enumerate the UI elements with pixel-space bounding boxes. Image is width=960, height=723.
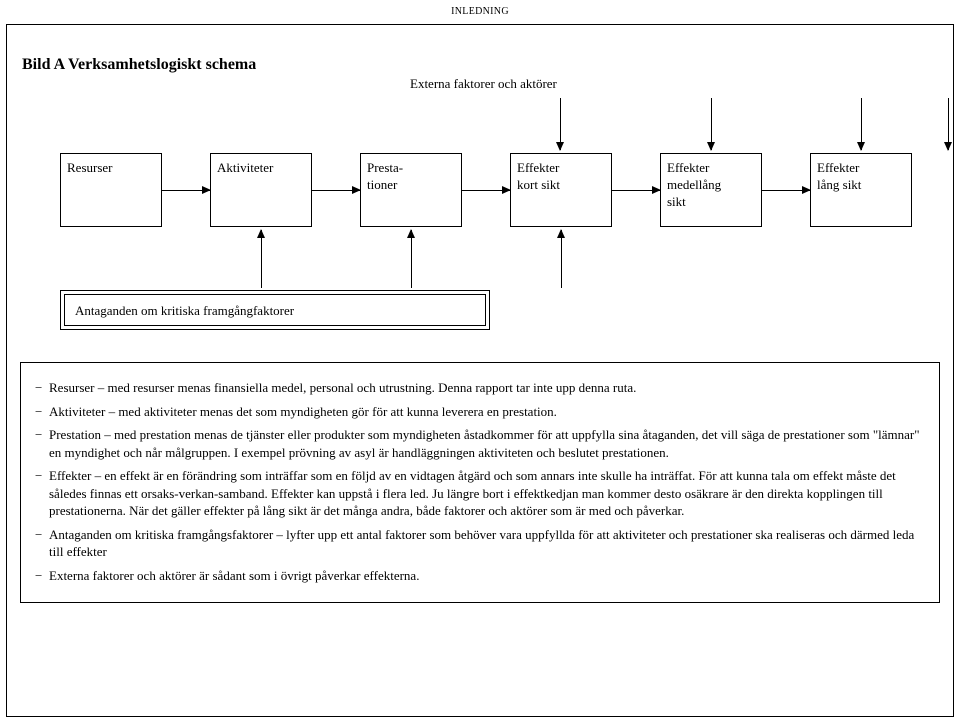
box-label: Effekterlång sikt — [817, 160, 861, 192]
box-prestationer: Presta-tioner — [360, 153, 462, 227]
down-arrow — [948, 98, 949, 150]
down-arrow — [861, 98, 862, 150]
definition-item: Prestation – med prestation menas de tjä… — [35, 426, 925, 461]
down-arrow — [560, 98, 561, 150]
box-effekter-kort: Effekterkort sikt — [510, 153, 612, 227]
definition-item: Antaganden om kritiska framgångsfaktorer… — [35, 526, 925, 561]
flow-arrow — [612, 190, 660, 191]
definitions-box: Resurser – med resurser menas finansiell… — [20, 362, 940, 603]
assumptions-box: Antaganden om kritiska framgångfaktorer — [60, 290, 490, 330]
box-effekter-medel: Effektermedellångsikt — [660, 153, 762, 227]
box-resurser: Resurser — [60, 153, 162, 227]
box-aktiviteter: Aktiviteter — [210, 153, 312, 227]
box-label: Aktiviteter — [217, 160, 273, 175]
up-arrow — [411, 230, 412, 288]
flow-arrow — [312, 190, 360, 191]
definition-item: Resurser – med resurser menas finansiell… — [35, 379, 925, 397]
up-arrow — [561, 230, 562, 288]
diagram-subtitle: Externa faktorer och aktörer — [410, 76, 557, 92]
diagram-title: Bild A Verksamhetslogiskt schema — [22, 56, 256, 74]
flow-arrow — [762, 190, 810, 191]
definition-item: Externa faktorer och aktörer är sådant s… — [35, 567, 925, 585]
page-header: INLEDNING — [0, 0, 960, 21]
box-label: Effekterkort sikt — [517, 160, 560, 192]
definition-item: Effekter – en effekt är en förändring so… — [35, 467, 925, 520]
flow-arrow — [162, 190, 210, 191]
box-label: Presta-tioner — [367, 160, 403, 192]
box-effekter-lang: Effekterlång sikt — [810, 153, 912, 227]
definition-item: Aktiviteter – med aktiviteter menas det … — [35, 403, 925, 421]
assumptions-label: Antaganden om kritiska framgångfaktorer — [64, 294, 486, 326]
box-label: Resurser — [67, 160, 113, 175]
flow-arrow — [462, 190, 510, 191]
up-arrow — [261, 230, 262, 288]
down-arrow — [711, 98, 712, 150]
box-label: Effektermedellångsikt — [667, 160, 721, 209]
